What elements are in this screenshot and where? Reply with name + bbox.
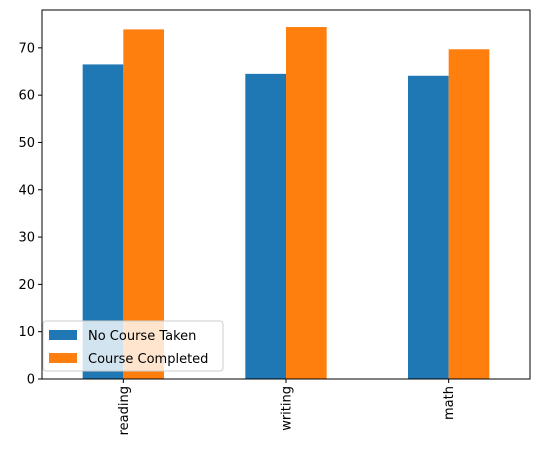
legend-swatch-course-completed — [49, 353, 77, 363]
y-tick-label: 40 — [18, 183, 35, 198]
x-tick-label-math: math — [442, 386, 457, 420]
y-tick-label: 20 — [18, 278, 35, 293]
y-tick-label: 70 — [18, 41, 35, 56]
legend-swatch-no-course-taken — [49, 330, 77, 340]
x-tick-label-reading: reading — [117, 386, 132, 435]
bar-math-course-completed — [448, 49, 490, 380]
y-tick-label: 30 — [18, 231, 35, 246]
x-tick-label-writing: writing — [280, 386, 295, 431]
x-axis: reading writing math — [117, 379, 457, 435]
y-tick-label: 50 — [18, 136, 35, 151]
y-tick-label: 60 — [18, 89, 35, 104]
legend-box — [42, 320, 224, 372]
legend: No Course Taken Course Completed — [42, 320, 224, 372]
bar-writing-no-course-taken — [245, 73, 286, 379]
legend-label-course-completed: Course Completed — [88, 352, 208, 367]
plot-frame — [41, 9, 531, 380]
y-tick-label: 10 — [18, 325, 35, 340]
bar-writing-course-completed — [286, 27, 327, 380]
bar-math-no-course-taken — [408, 75, 449, 379]
y-axis: 0 10 20 30 40 50 60 70 — [18, 41, 42, 388]
y-tick-label: 0 — [27, 373, 35, 388]
legend-label-no-course-taken: No Course Taken — [88, 329, 196, 344]
bars-group — [82, 27, 490, 380]
